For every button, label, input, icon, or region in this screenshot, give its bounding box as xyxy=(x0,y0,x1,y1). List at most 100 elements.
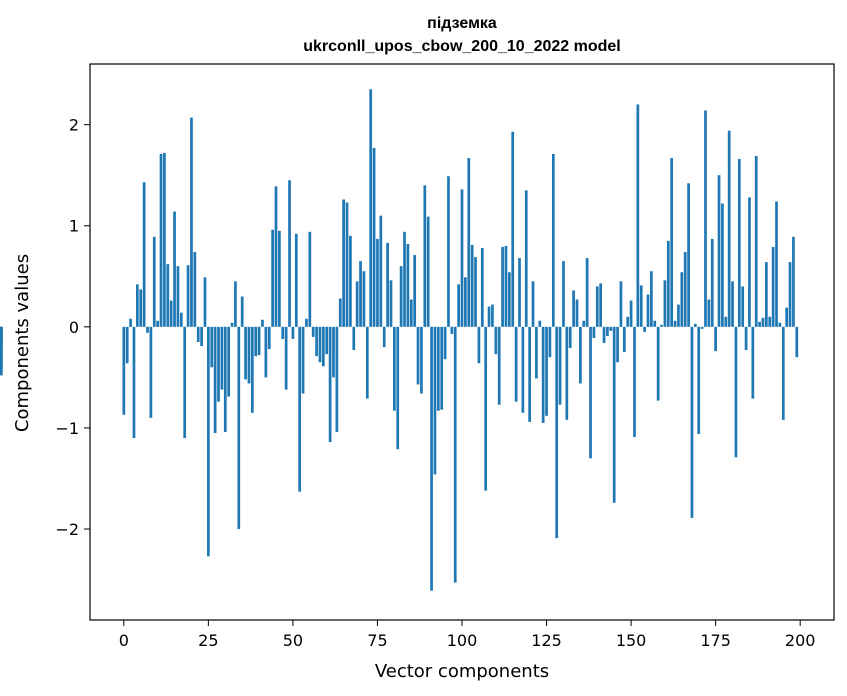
bar-115 xyxy=(511,131,515,327)
bar-38 xyxy=(250,326,254,413)
chart-subtitle: ukrconll_upos_cbow_200_10_2022 model xyxy=(303,38,620,55)
bar-174 xyxy=(710,238,714,327)
bar-118 xyxy=(521,326,525,413)
bar-76 xyxy=(379,215,383,327)
bar-184 xyxy=(744,326,748,351)
y-tick-label: 2 xyxy=(69,116,79,135)
bar-127 xyxy=(551,153,555,327)
bar-153 xyxy=(639,285,643,327)
bar-3 xyxy=(132,326,136,439)
y-axis-ticks: −2 −1 0 1 2 xyxy=(55,116,90,539)
bar-189 xyxy=(761,317,765,327)
bar-62 xyxy=(332,326,335,378)
bar-16 xyxy=(176,266,180,327)
bar-10 xyxy=(156,320,159,327)
bar-101 xyxy=(464,277,467,327)
y-tick-label: −2 xyxy=(55,520,79,539)
bar-40 xyxy=(257,326,261,356)
bar-142 xyxy=(602,326,606,344)
bar-49 xyxy=(288,180,291,327)
bar-163 xyxy=(673,320,677,327)
bar-165 xyxy=(680,272,684,327)
bar-97 xyxy=(450,326,454,334)
bar-156 xyxy=(650,271,653,327)
bar-81 xyxy=(396,326,400,450)
bar-145 xyxy=(612,326,616,503)
bar-11 xyxy=(159,153,163,327)
bar-128 xyxy=(555,326,559,539)
bar-86 xyxy=(413,255,417,327)
bar-83 xyxy=(403,231,406,327)
bar-99 xyxy=(457,284,460,327)
bar-110 xyxy=(494,326,498,355)
bar-60 xyxy=(325,326,329,355)
bar-143 xyxy=(606,326,609,336)
x-tick-label: 25 xyxy=(198,631,218,650)
bar-4 xyxy=(135,284,139,327)
bar-152 xyxy=(636,104,640,327)
y-tick-label: −1 xyxy=(55,419,79,438)
bar-108 xyxy=(487,306,491,327)
bar-69 xyxy=(355,281,359,327)
bar-56 xyxy=(311,326,315,337)
bar-177 xyxy=(721,203,724,327)
bar-116 xyxy=(514,326,518,402)
bar-170 xyxy=(697,326,701,434)
bar-2 xyxy=(129,318,132,327)
bar-129 xyxy=(558,326,562,405)
bar-5 xyxy=(139,289,143,327)
bar-175 xyxy=(714,326,717,352)
bar-140 xyxy=(595,286,599,327)
bar-132 xyxy=(568,326,572,349)
bar-102 xyxy=(467,158,471,327)
bar-168 xyxy=(690,326,694,518)
bar-107 xyxy=(484,326,488,491)
bar-126 xyxy=(548,326,552,358)
bar-169 xyxy=(693,323,697,327)
bar-29 xyxy=(220,326,224,390)
x-tick-label: 75 xyxy=(367,631,387,650)
y-tick-label: 1 xyxy=(69,217,79,236)
bar-171 xyxy=(700,326,704,329)
bar-119 xyxy=(524,190,528,327)
bar-187 xyxy=(754,155,758,327)
bar-198 xyxy=(792,236,795,327)
bar-78 xyxy=(386,242,389,327)
bar-159 xyxy=(660,324,663,327)
bar-22 xyxy=(196,326,200,342)
bar-37 xyxy=(247,326,251,384)
bar-179 xyxy=(727,130,731,327)
x-tick-label: 100 xyxy=(447,631,478,650)
bar-172 xyxy=(704,110,707,327)
bar-190 xyxy=(765,262,768,327)
bar-155 xyxy=(646,294,650,327)
bar-173 xyxy=(707,299,711,327)
bar-199 xyxy=(795,326,799,358)
bar-54 xyxy=(305,318,308,327)
bar-90 xyxy=(426,216,430,327)
x-tick-label: 150 xyxy=(616,631,647,650)
x-tick-label: 50 xyxy=(283,631,303,650)
bar-17 xyxy=(179,312,183,327)
bar-113 xyxy=(504,245,508,327)
bar-47 xyxy=(281,326,285,339)
bar-36 xyxy=(244,326,247,380)
bar-112 xyxy=(501,246,504,327)
bar-181 xyxy=(734,326,738,458)
bar-68 xyxy=(352,326,356,351)
bar-39 xyxy=(254,326,258,357)
bar-67 xyxy=(349,235,352,327)
bar-undefined xyxy=(0,326,3,376)
bar-166 xyxy=(683,252,687,327)
bar-41 xyxy=(261,319,264,327)
bar-157 xyxy=(653,320,657,327)
x-axis-label: Vector components xyxy=(375,661,549,682)
bar-71 xyxy=(362,271,366,327)
x-tick-label: 175 xyxy=(700,631,731,650)
bar-50 xyxy=(291,326,295,339)
bar-154 xyxy=(643,326,646,332)
bar-18 xyxy=(183,326,187,439)
x-tick-label: 125 xyxy=(531,631,562,650)
bar-123 xyxy=(538,320,542,327)
